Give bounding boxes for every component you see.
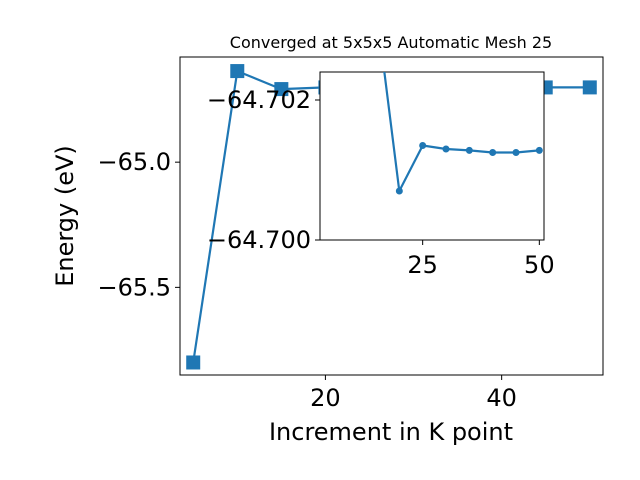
main-y-tick-label: −65.5	[97, 273, 171, 301]
main-data-point	[230, 64, 245, 79]
inset-data-point	[489, 149, 497, 156]
inset-series	[383, 72, 543, 195]
inset-series-line	[383, 72, 540, 193]
main-data-point	[582, 80, 597, 95]
inset-plot-frame	[319, 71, 545, 241]
inset-data-point	[419, 142, 427, 149]
main-ticks: 20 40 −65.5 −65.0	[97, 148, 516, 412]
main-x-tick-label: 20	[310, 384, 341, 412]
inset-data-point	[442, 145, 450, 153]
main-plot-frame	[179, 56, 604, 376]
inset-data-point	[395, 187, 403, 195]
chart-title: Converged at 5x5x5 Automatic Mesh 25	[230, 33, 552, 52]
main-y-tick-label: −65.0	[97, 148, 171, 176]
inset-x-tick-label: 50	[524, 251, 555, 279]
inset-data-point	[465, 146, 473, 154]
main-data-point	[274, 82, 289, 97]
y-axis-label: Energy (eV)	[51, 145, 79, 287]
inset-x-tick-label: 25	[407, 251, 438, 279]
inset-ticks: 25 50 −64.702 −64.700	[207, 86, 555, 279]
main-x-tick-label: 40	[486, 384, 517, 412]
inset-data-point	[535, 146, 543, 154]
x-axis-label: Increment in K point	[269, 418, 513, 446]
inset-data-point	[512, 149, 520, 156]
main-data-point	[186, 355, 201, 370]
inset-y-tick-label: −64.700	[207, 226, 311, 254]
inset-y-tick-label: −64.702	[207, 86, 311, 114]
